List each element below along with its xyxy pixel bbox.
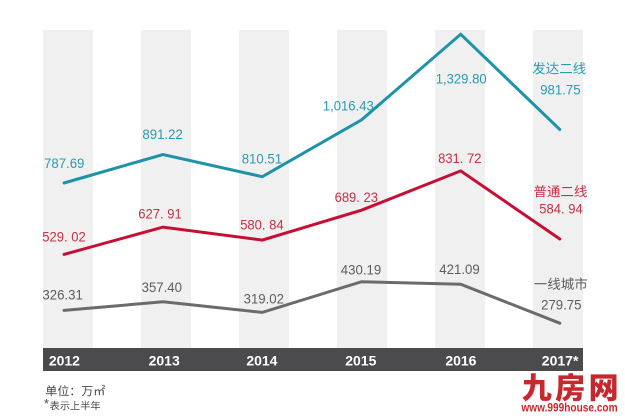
svg-text:891.22: 891.22 <box>142 126 183 142</box>
svg-text:981.75: 981.75 <box>540 81 581 97</box>
svg-text:627. 91: 627. 91 <box>138 206 182 222</box>
svg-text:580. 84: 580. 84 <box>240 217 284 233</box>
svg-text:1,329.80: 1,329.80 <box>436 71 487 87</box>
svg-text:421.09: 421.09 <box>439 261 480 277</box>
svg-text:2014: 2014 <box>246 353 277 369</box>
svg-text:787.69: 787.69 <box>44 155 85 171</box>
svg-text:1,016.43: 1,016.43 <box>323 97 374 113</box>
svg-text:2017*: 2017* <box>542 353 579 369</box>
svg-text:810.51: 810.51 <box>242 150 283 166</box>
svg-text:2016: 2016 <box>445 353 476 369</box>
svg-text:279.75: 279.75 <box>541 297 582 313</box>
svg-text:831. 72: 831. 72 <box>438 150 482 166</box>
svg-text:430.19: 430.19 <box>341 261 382 277</box>
svg-text:2012: 2012 <box>49 353 80 369</box>
svg-text:584. 94: 584. 94 <box>539 200 583 216</box>
svg-text:2013: 2013 <box>149 353 180 369</box>
svg-text:www.999house.com: www.999house.com <box>521 403 618 415</box>
svg-text:529. 02: 529. 02 <box>42 228 86 244</box>
svg-text:357.40: 357.40 <box>142 279 183 295</box>
svg-text:*: * <box>44 397 49 411</box>
svg-text:326.31: 326.31 <box>42 287 83 303</box>
svg-text:2015: 2015 <box>345 353 376 369</box>
svg-text:689. 23: 689. 23 <box>335 189 379 205</box>
svg-text:319.02: 319.02 <box>244 291 285 307</box>
